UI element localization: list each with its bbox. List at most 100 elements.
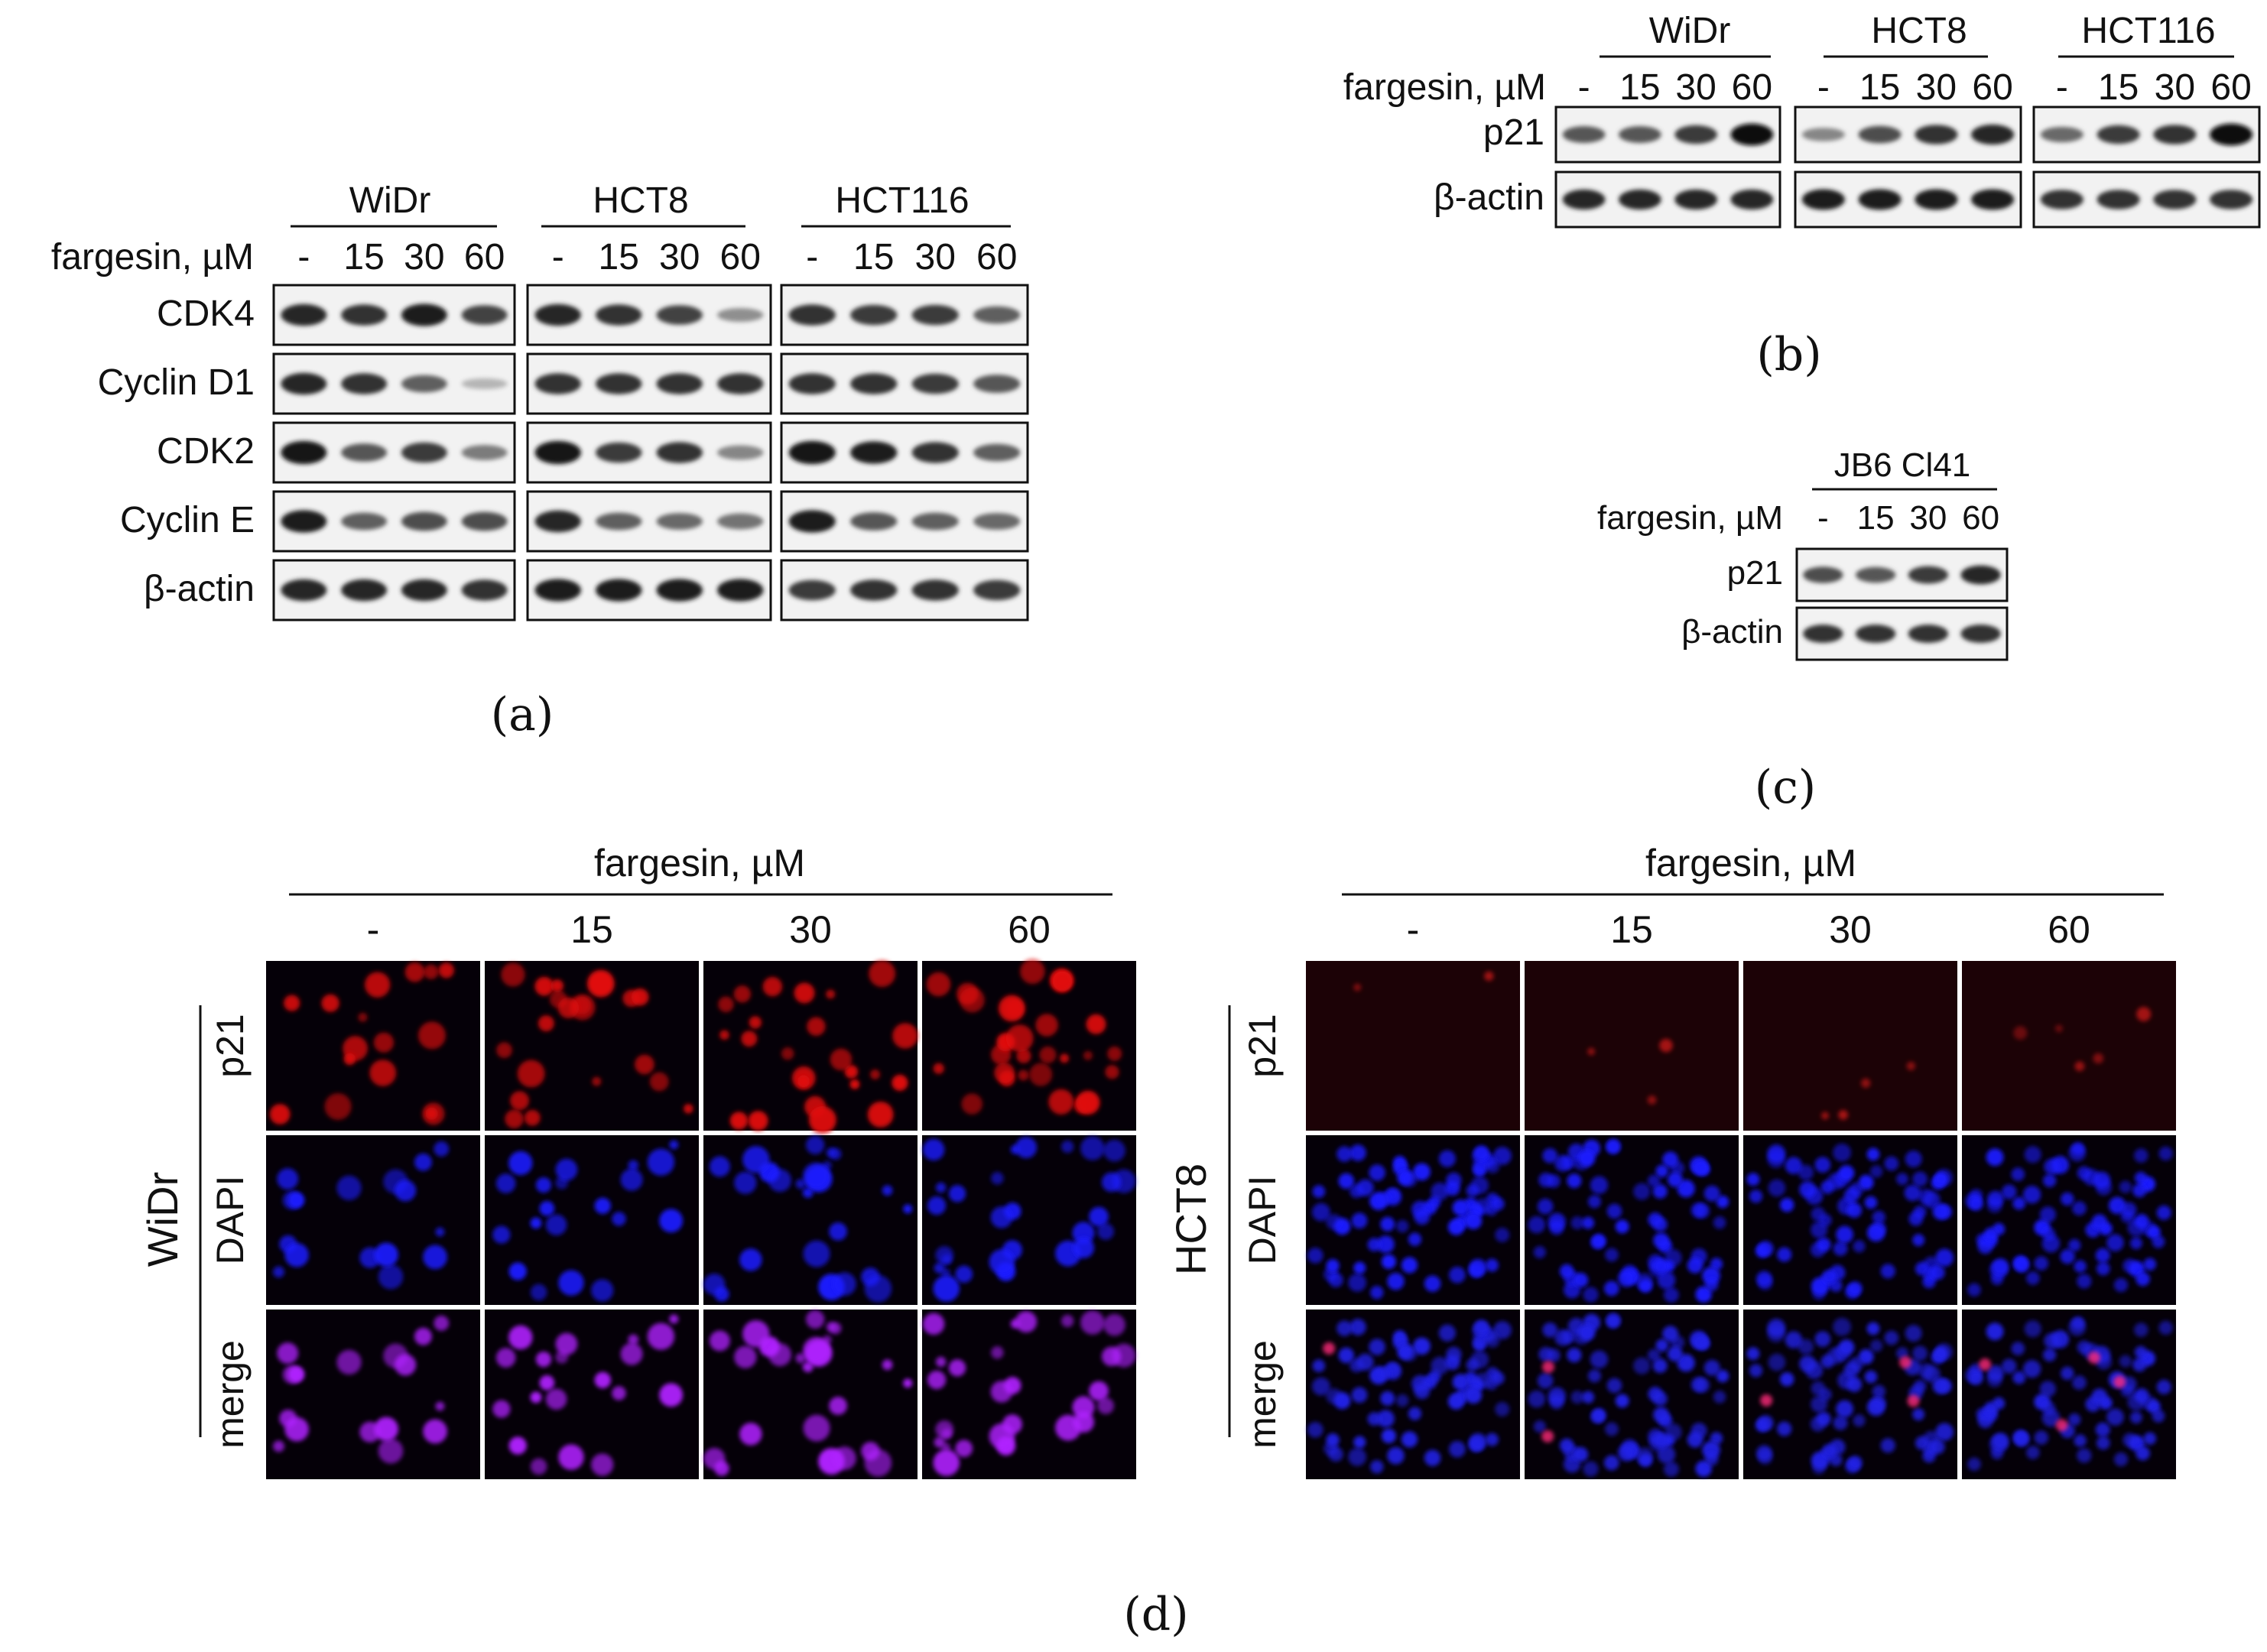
panel-d-widr-nucleus	[555, 1158, 578, 1181]
panel-d-hct8-nucleus	[1779, 1371, 1794, 1387]
panel-a-dose-2-3: 60	[976, 237, 1017, 277]
panel-d-hct8-nucleus	[1370, 1460, 1384, 1474]
panel-d-hct8-nucleus	[1606, 1203, 1622, 1219]
panel-d-widr-nucleus	[805, 1310, 825, 1329]
panel-a-band	[717, 373, 764, 394]
panel-d-hct8-nucleus	[1307, 1247, 1323, 1264]
panel-b-band	[1730, 123, 1774, 146]
panel-d-hct8-nucleus	[1869, 1165, 1883, 1178]
panel-d-hct8-nucleus	[2012, 1196, 2026, 1210]
panel-d-hct8-nucleus	[1554, 1329, 1571, 1346]
panel-d-widr-nucleus	[826, 989, 836, 999]
panel-b-band	[1562, 126, 1606, 143]
panel-d-widr-nucleus	[620, 1342, 643, 1365]
panel-d-hct8-nucleus	[1583, 1461, 1599, 1477]
panel-d-widr-nucleus	[336, 1349, 362, 1375]
panel-a-band	[401, 303, 447, 326]
panel-d-hct8-nucleus	[1590, 1410, 1604, 1423]
panel-d-hct8-nucleus	[1655, 1339, 1669, 1352]
panel-c-band	[1803, 566, 1843, 583]
panel-d-hct8-nucleus	[1977, 1413, 1993, 1429]
panel-a-protein-1: Cyclin D1	[98, 362, 255, 403]
panel-b-band	[1858, 125, 1902, 144]
panel-d-hct8-nucleus	[1655, 1164, 1669, 1178]
panel-d-hct8-nucleus	[1843, 1187, 1859, 1203]
panel-a: WiDr HCT8 HCT116 fargesin, µM -15 30 60-15…	[51, 180, 1029, 742]
panel-d-widr-nucleus	[703, 1273, 726, 1296]
panel-d-widr-nucleus	[612, 1212, 626, 1226]
panel-d-widr-nucleus	[1086, 1014, 1106, 1034]
panel-d-widr-nucleus	[684, 1103, 693, 1114]
panel-a-band	[911, 579, 959, 601]
panel-d-widr-nucleus	[933, 1275, 960, 1302]
panel-d-hct8-nucleus	[2068, 1318, 2087, 1336]
panel-d-hct8-nucleus	[1652, 1184, 1668, 1199]
panel-d-hct8-nucleus	[1473, 1145, 1489, 1161]
panel-d-widr-nucleus	[492, 1400, 511, 1418]
panel-c-blots	[1795, 547, 2009, 661]
panel-d-hct8-nucleus	[1493, 1321, 1512, 1339]
panel-d-widr-nucleus	[539, 1201, 555, 1216]
panel-d-hct8-nucleus	[1583, 1287, 1599, 1303]
panel-d-hct8-nucleus	[1474, 1198, 1491, 1215]
panel-d-hct8-nucleus	[2127, 1219, 2145, 1237]
panel-d-hct8-nucleus	[1833, 1415, 1848, 1430]
panel-d-hct8-nucleus	[1380, 1391, 1395, 1406]
panel-a-band	[911, 304, 959, 326]
panel-d-hct8-nucleus	[1653, 1407, 1669, 1423]
panel-b-band	[2153, 125, 2197, 144]
panel-d-hct8-nucleus	[1798, 1164, 1814, 1180]
panel-c-cell-line: JB6 Cl41	[1834, 446, 1971, 484]
panel-d-hct8-nucleus	[1858, 1349, 1874, 1365]
panel-d-widr-nucleus	[935, 1420, 954, 1439]
panel-d-hct8-merge-spot	[1899, 1356, 1912, 1369]
panel-d-hct8-nucleus	[1431, 1356, 1450, 1375]
panel-d-hct8-merge-spot	[2113, 1375, 2126, 1388]
panel-d-widr-nucleus	[719, 1030, 729, 1040]
panel-d-hct8-merge-spot	[1323, 1342, 1336, 1355]
panel-d-hct8-nucleus	[1906, 1061, 1916, 1071]
panel-d-widr-nucleus	[284, 1417, 309, 1442]
panel-d-hct8-nucleus	[1401, 1257, 1418, 1274]
panel-d-widr-nucleus	[989, 1248, 1015, 1275]
panel-d-hct8-channel-dapi: DAPI	[1241, 1176, 1284, 1265]
panel-d-hct8-nucleus	[1822, 1269, 1837, 1284]
panel-d-hct8-nucleus	[1833, 1317, 1852, 1336]
panel-d-hct8-nucleus	[1353, 983, 1362, 992]
panel-d-hct8-nucleus	[1618, 1443, 1635, 1462]
panel-d-widr-nucleus	[435, 1227, 445, 1237]
panel-d-hct8-nucleus	[1590, 1350, 1609, 1368]
panel-d-hct8-nucleus	[2042, 1173, 2057, 1188]
panel-d-hct8-nucleus	[2060, 1248, 2075, 1264]
panel-d-hct8-nucleus	[1912, 1345, 1928, 1362]
panel-b-dose-0-3: 60	[1732, 67, 1772, 108]
panel-d-widr-nucleus	[1072, 1222, 1095, 1245]
panel-d-widr-nucleus	[404, 962, 425, 982]
panel-d-hct8-nucleus	[1992, 1258, 2009, 1276]
panel-d-hct8-nucleus	[1446, 1172, 1462, 1189]
panel-d-widr-nucleus	[378, 1264, 404, 1290]
panel-a-band	[850, 441, 898, 464]
panel-d-hct8-nucleus	[2119, 1180, 2132, 1193]
panel-d-hct8-nucleus	[1843, 1362, 1859, 1378]
panel-d-widr-nucleus	[955, 1439, 973, 1458]
panel-d-widr-nucleus	[955, 1265, 973, 1284]
panel-d-hct8-nucleus	[1533, 1420, 1546, 1433]
panel-d-hct8-nucleus	[1905, 1151, 1922, 1168]
panel-b-cell-line-hct116: HCT116	[2081, 11, 2215, 51]
panel-a-band	[973, 513, 1021, 530]
panel-d-hct8-nucleus	[2001, 1184, 2017, 1199]
panel-a-band	[401, 375, 447, 393]
panel-d-hct8-nucleus	[1652, 1358, 1668, 1373]
panel-d-hct8-nucleus	[2152, 1409, 2165, 1423]
panel-d-hct8-nucleus	[1653, 1258, 1669, 1274]
panel-d-hct8-nucleus	[1838, 1110, 1849, 1120]
panel-d-hct8-nucleus	[1665, 1423, 1682, 1441]
panel-d-widr-nucleus	[1073, 1411, 1095, 1433]
panel-a-band	[596, 304, 642, 326]
panel-a-band	[341, 373, 388, 394]
panel-d-hct8-nucleus	[1356, 1179, 1374, 1196]
panel-d-widr-nucleus	[927, 1370, 947, 1390]
panel-d-hct8-nucleus	[2096, 1261, 2110, 1276]
panel-a-band	[788, 510, 836, 533]
